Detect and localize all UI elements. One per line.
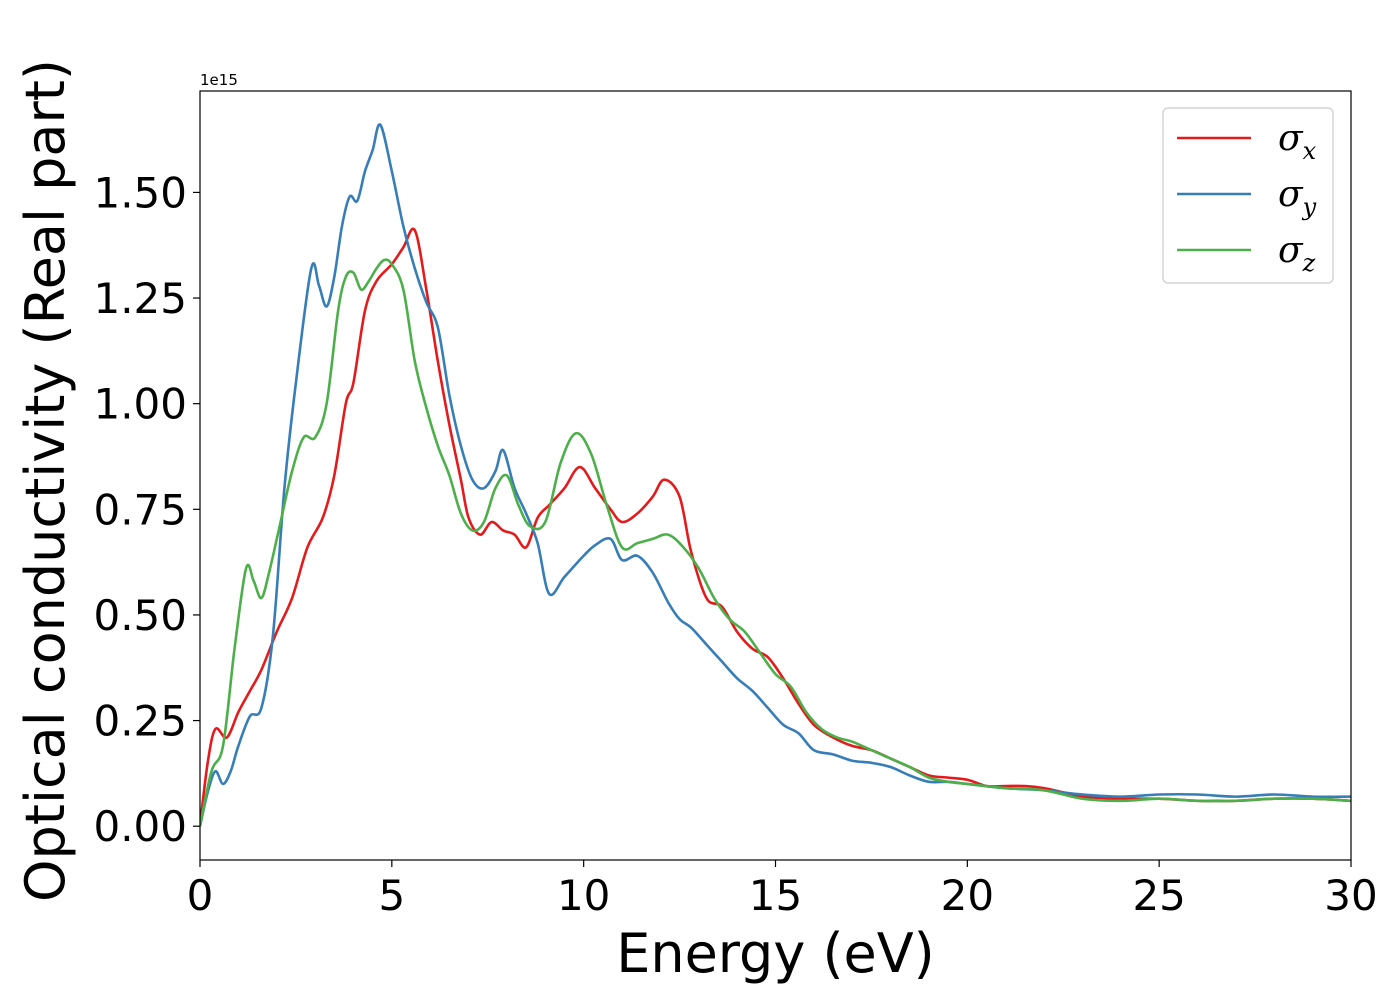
x-tick-label: 5 [378, 871, 405, 920]
series-line-z [200, 258, 1351, 827]
y-offset-label: 1e15 [200, 71, 238, 89]
legend-label-x: σx [1278, 118, 1317, 165]
x-tick-label: 0 [187, 871, 214, 920]
x-tick-label: 20 [941, 871, 994, 920]
legend: σx σy σz [1162, 107, 1334, 284]
y-tick-label: 1.00 [93, 380, 187, 429]
y-tick-label: 0.00 [93, 802, 187, 851]
y-tick-label: 0.50 [93, 591, 187, 640]
y-tick-label: 1.25 [93, 274, 187, 323]
y-axis-label: Optical conductivity (Real part) [14, 59, 77, 902]
x-axis-ticks: 0 5 10 15 20 25 30 [187, 860, 1378, 920]
y-tick-label: 0.25 [93, 697, 187, 746]
series-layer [200, 123, 1351, 827]
x-tick-label: 10 [557, 871, 610, 920]
x-tick-label: 30 [1324, 871, 1377, 920]
x-tick-label: 15 [749, 871, 802, 920]
legend-label-z: σz [1278, 230, 1316, 277]
series-line-y [200, 123, 1351, 827]
y-axis-ticks: 0.00 0.25 0.50 0.75 1.00 1.25 1.50 [93, 168, 200, 851]
y-tick-label: 0.75 [93, 485, 187, 534]
legend-label-y: σy [1278, 174, 1317, 221]
series-line-x [200, 227, 1351, 827]
legend-box [1162, 107, 1334, 284]
x-tick-label: 25 [1132, 871, 1185, 920]
y-tick-label: 1.50 [93, 168, 187, 217]
x-axis-label: Energy (eV) [616, 922, 935, 985]
